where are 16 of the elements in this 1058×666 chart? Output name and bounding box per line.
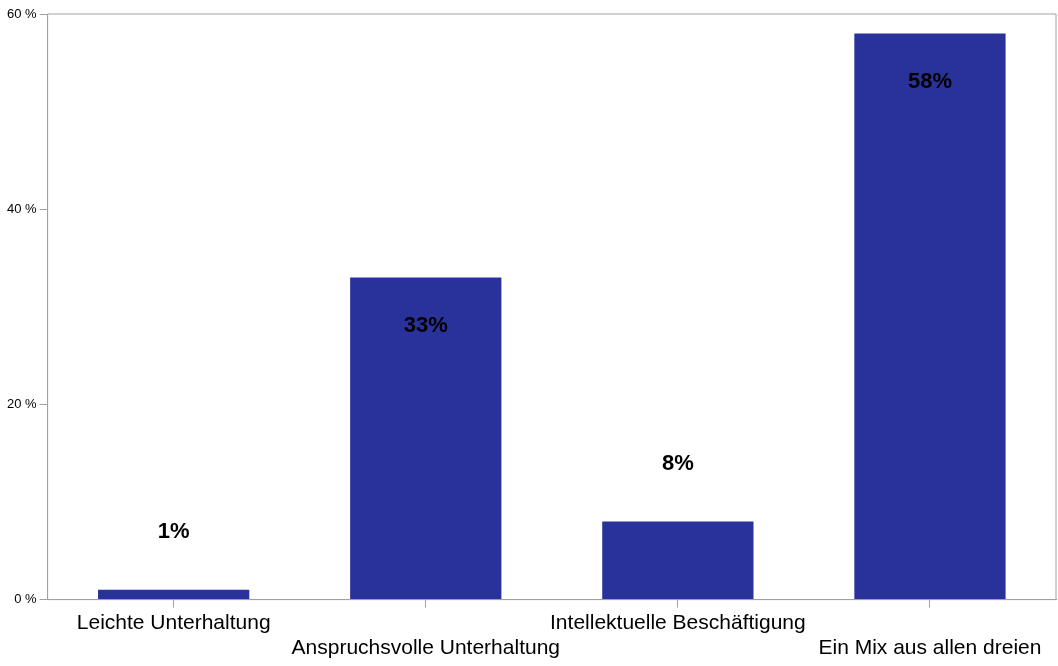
bar: [854, 33, 1006, 600]
y-tick-label: 20 %: [6, 395, 38, 411]
bar: [350, 277, 502, 600]
x-tick-label: Intellektuelle Beschäftigung: [550, 610, 806, 633]
x-tick-label: Anspruchsvolle Unterhaltung: [291, 635, 561, 659]
data-label: 33%: [403, 311, 448, 337]
data-label: 58%: [907, 67, 952, 93]
y-tick-label: 40 %: [6, 200, 38, 216]
bar: [98, 589, 250, 600]
data-label: 8%: [661, 449, 694, 475]
bar: [602, 521, 754, 600]
x-tick-label: Leichte Unterhaltung: [76, 610, 271, 633]
data-label: 1%: [157, 517, 190, 543]
y-tick-label: 0 %: [14, 591, 38, 607]
x-tick-label: Ein Mix aus allen dreien: [818, 635, 1042, 659]
y-tick-label: 60 %: [6, 5, 38, 21]
